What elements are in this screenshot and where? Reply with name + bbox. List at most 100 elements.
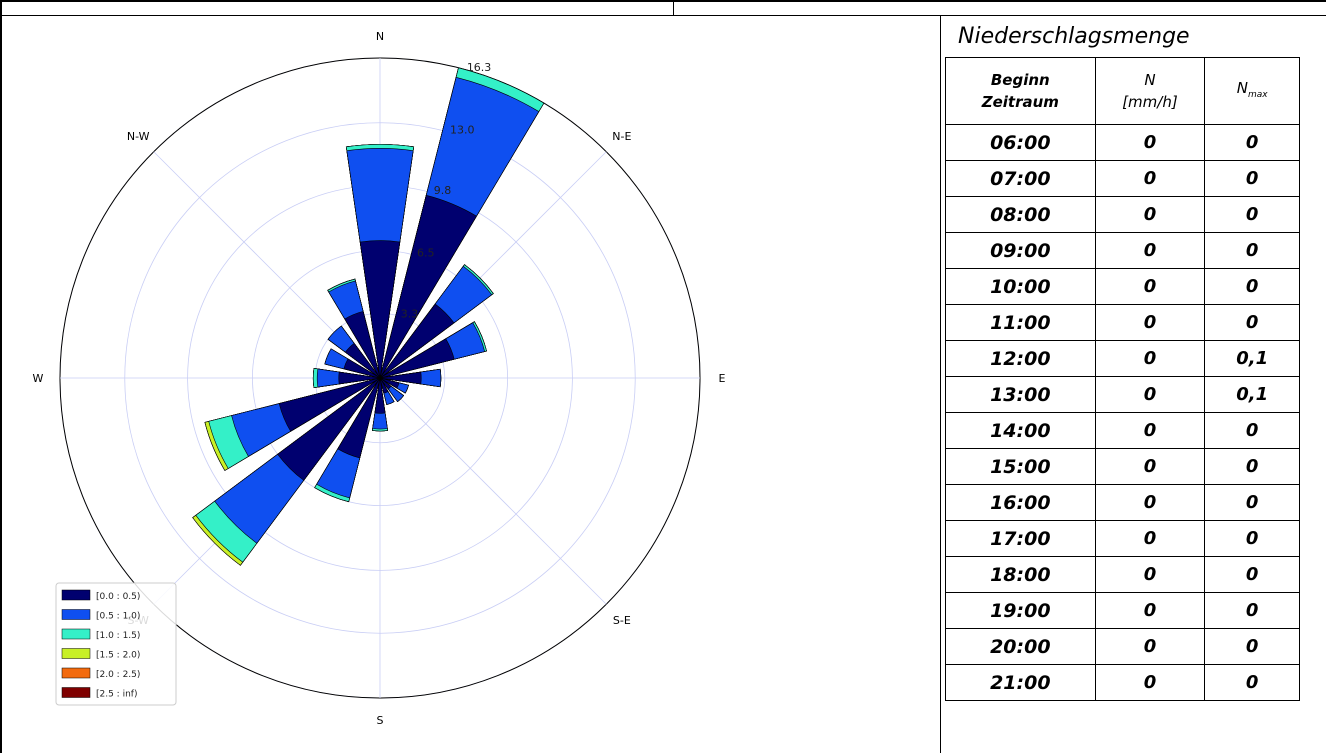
n-cell: 0 (1094, 340, 1206, 377)
nmax-cell: 0,1 (1204, 340, 1300, 377)
rose-sector-bin-0 (379, 377, 392, 390)
nmax-cell: 0 (1204, 484, 1300, 521)
direction-label: N-E (612, 130, 631, 143)
n-cell: 0 (1094, 484, 1206, 521)
direction-label: S (377, 714, 384, 727)
rose-sector-bin-0 (278, 377, 381, 432)
rose-sector-bin-0 (344, 311, 381, 379)
rose-sector-bin-0 (344, 342, 381, 379)
header-n: N [mm/h] (1094, 57, 1206, 125)
n-cell: 0 (1094, 412, 1206, 449)
time-cell: 07:00 (945, 160, 1096, 197)
header-time-line1: Beginn (990, 71, 1050, 89)
time-cell: 21:00 (945, 664, 1096, 701)
ring-label: 3.3 (401, 307, 419, 320)
table-row: 07:00 0 0 (945, 160, 1300, 197)
time-cell: 19:00 (945, 592, 1096, 629)
table-row: 08:00 0 0 (945, 196, 1300, 233)
header-nmax-sub: max (1247, 89, 1268, 100)
precipitation-table: Beginn Zeitraum N [mm/h] Nmax 06:00 0 0 07:… (945, 57, 1300, 701)
nmax-cell: 0 (1204, 592, 1300, 629)
rose-sector-bin-0 (379, 194, 477, 379)
n-cell: 0 (1094, 304, 1206, 341)
nmax-cell: 0 (1204, 412, 1300, 449)
time-cell: 17:00 (945, 520, 1096, 557)
time-cell: 10:00 (945, 268, 1096, 305)
frame-top-divider (0, 15, 1326, 16)
legend-swatch (61, 648, 91, 659)
n-cell: 0 (1094, 556, 1206, 593)
nmax-cell: 0 (1204, 232, 1300, 269)
rose-grid (59, 57, 701, 699)
header-n-line2: [mm/h] (1122, 93, 1178, 111)
legend-swatch (61, 667, 91, 679)
legend-label: [1.5 : 2.0) (96, 651, 140, 661)
nmax-cell: 0 (1204, 268, 1300, 305)
nmax-cell: 0 (1204, 556, 1300, 593)
legend-label: [2.5 : inf) (96, 690, 137, 700)
frame-top-tick (673, 0, 674, 15)
nmax-cell: 0 (1204, 160, 1300, 197)
rose-sector-bin-0 (374, 377, 386, 414)
nmax-cell: 0 (1204, 520, 1300, 557)
table-row: 21:00 0 0 (945, 664, 1300, 701)
nmax-cell: 0 (1204, 124, 1300, 161)
table-row: 20:00 0 0 (945, 628, 1300, 665)
rose-sector-bin-0 (277, 377, 381, 481)
n-cell: 0 (1094, 628, 1206, 665)
rose-sector-bin-0 (379, 303, 455, 379)
time-cell: 15:00 (945, 448, 1096, 485)
time-cell: 13:00 (945, 376, 1096, 413)
legend-swatch (61, 628, 91, 640)
time-cell: 12:00 (945, 340, 1096, 377)
rose-sector-bin-0 (379, 377, 389, 394)
frame-top-line (0, 0, 1326, 2)
direction-label: N (376, 30, 384, 43)
n-cell: 0 (1094, 196, 1206, 233)
grid-spoke (379, 377, 607, 605)
rose-sector-bin-0 (343, 358, 381, 379)
rose-sector-bin-0 (379, 371, 422, 385)
table-row: 19:00 0 0 (945, 592, 1300, 629)
n-cell: 0 (1094, 592, 1206, 629)
legend-label: [2.0 : 2.5) (96, 670, 140, 680)
table-row: 09:00 0 0 (945, 232, 1300, 269)
frame-left-line (0, 0, 2, 753)
table-row: 11:00 0 0 (945, 304, 1300, 341)
n-cell: 0 (1094, 232, 1206, 269)
nmax-cell: 0,1 (1204, 376, 1300, 413)
frame-middle-line (940, 15, 941, 753)
legend-swatch (61, 609, 91, 620)
rose-sector-bin-0 (337, 377, 381, 459)
header-nmax: Nmax (1204, 57, 1300, 125)
rose-sector-bin-0 (379, 377, 400, 389)
time-cell: 06:00 (945, 124, 1096, 161)
rose-sector-bin-0 (359, 240, 401, 379)
time-cell: 18:00 (945, 556, 1096, 593)
time-cell: 16:00 (945, 484, 1096, 521)
time-cell: 08:00 (945, 196, 1096, 233)
n-cell: 0 (1094, 160, 1206, 197)
time-cell: 14:00 (945, 412, 1096, 449)
n-cell: 0 (1094, 376, 1206, 413)
nmax-cell: 0 (1204, 664, 1300, 701)
table-body: 06:00 0 0 07:00 0 0 08:00 0 0 09:00 0 0 10:00 0 0 11:00… (945, 124, 1300, 701)
n-cell: 0 (1094, 124, 1206, 161)
table-row: 18:00 0 0 (945, 556, 1300, 593)
legend-label: [0.0 : 0.5) (96, 592, 140, 602)
table-row: 16:00 0 0 (945, 484, 1300, 521)
nmax-cell: 0 (1204, 304, 1300, 341)
direction-label: E (719, 372, 726, 385)
rose-sector-bin-0 (338, 371, 381, 385)
ring-label: 9.8 (434, 184, 452, 197)
nmax-cell: 0 (1204, 196, 1300, 233)
direction-label: W (33, 372, 44, 385)
table-row: 13:00 0 0,1 (945, 376, 1300, 413)
n-cell: 0 (1094, 520, 1206, 557)
ring-label: 13.0 (450, 123, 475, 136)
nmax-cell: 0 (1204, 448, 1300, 485)
header-nmax-main: N (1236, 78, 1248, 97)
direction-label: S-E (613, 614, 631, 627)
rose-sectors (192, 67, 545, 566)
table-row: 17:00 0 0 (945, 520, 1300, 557)
